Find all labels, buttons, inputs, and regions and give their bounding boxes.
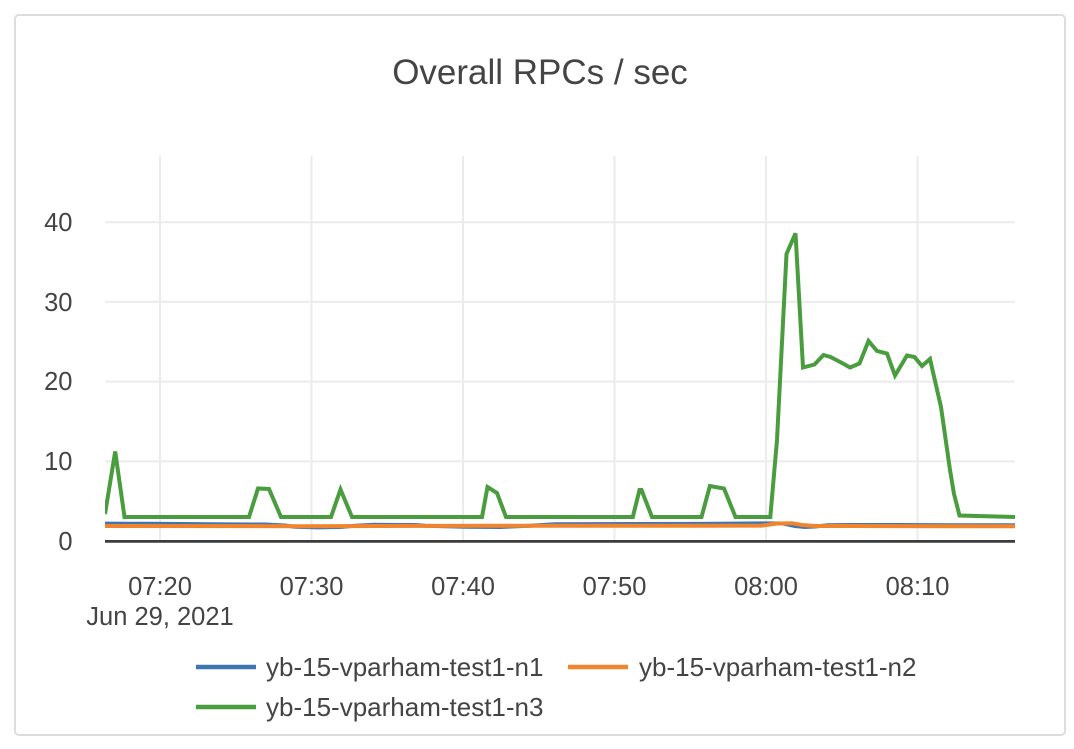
svg-text:07:50: 07:50 [583,573,647,601]
svg-text:07:30: 07:30 [280,573,344,601]
svg-text:30: 30 [44,289,72,317]
svg-text:Overall RPCs / sec: Overall RPCs / sec [392,53,688,92]
svg-text:07:40: 07:40 [431,573,495,601]
svg-text:yb-15-vparham-test1-n1: yb-15-vparham-test1-n1 [266,652,543,682]
svg-text:0: 0 [58,528,72,556]
svg-text:08:00: 08:00 [734,573,798,601]
svg-text:20: 20 [44,368,72,396]
svg-text:40: 40 [44,209,72,237]
svg-text:08:10: 08:10 [886,573,950,601]
svg-text:07:20: 07:20 [128,573,192,601]
svg-text:10: 10 [44,448,72,476]
svg-text:yb-15-vparham-test1-n3: yb-15-vparham-test1-n3 [266,692,543,722]
svg-text:yb-15-vparham-test1-n2: yb-15-vparham-test1-n2 [639,652,916,682]
svg-text:Jun 29, 2021: Jun 29, 2021 [86,603,233,631]
